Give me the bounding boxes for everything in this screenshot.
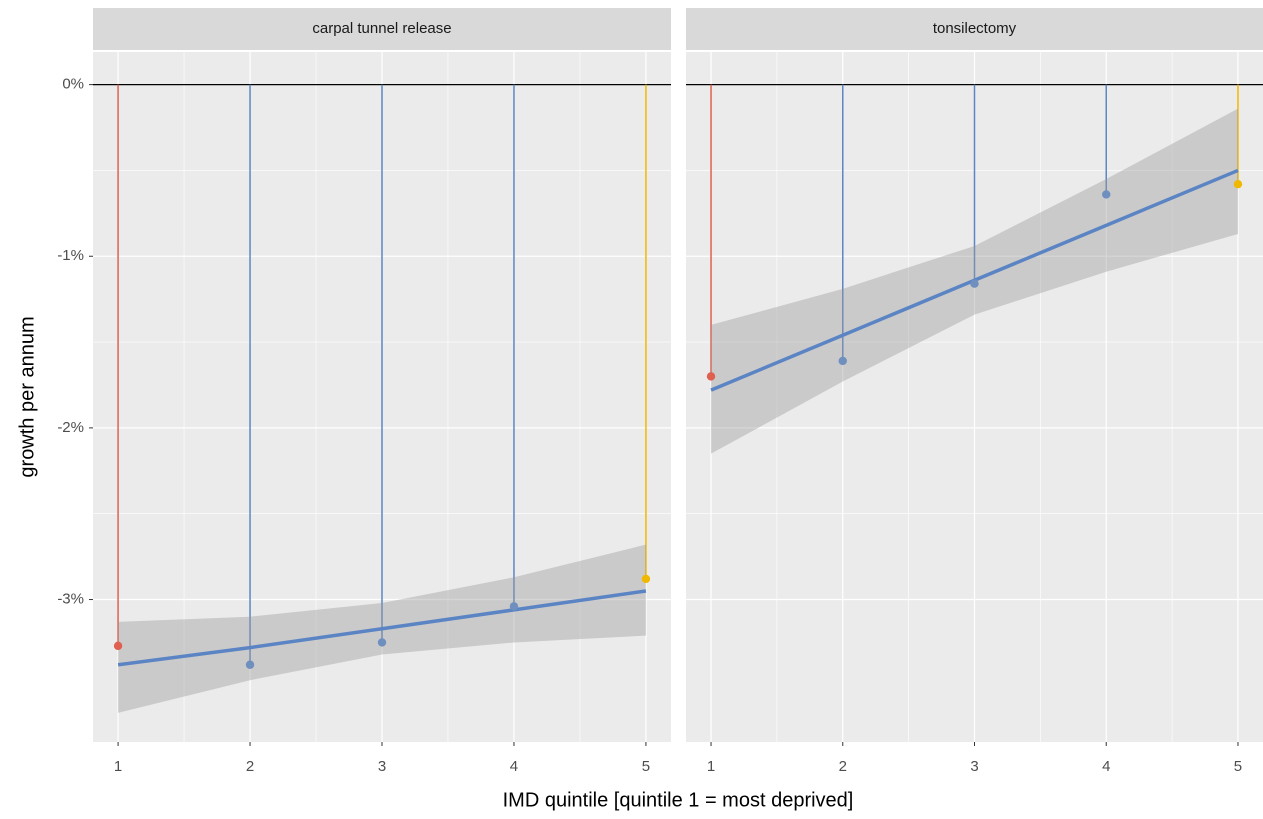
point — [706, 372, 716, 381]
y-tick-label: -3% — [57, 591, 84, 608]
x-tick-label: 4 — [510, 758, 518, 775]
x-tick-label: 5 — [642, 758, 650, 775]
point — [641, 574, 651, 584]
strip-label: tonsilectomy — [933, 20, 1017, 37]
point — [509, 602, 519, 611]
point — [970, 279, 979, 288]
strip-background — [686, 8, 1263, 50]
point — [1102, 190, 1111, 199]
x-tick-label: 1 — [114, 758, 122, 775]
point — [838, 356, 847, 366]
point — [113, 641, 123, 651]
x-tick-label: 1 — [707, 758, 715, 775]
x-tick-label: 5 — [1234, 758, 1242, 775]
y-tick-label: -2% — [57, 419, 84, 436]
x-axis-title: IMD quintile [quintile 1 = most deprived… — [503, 789, 854, 811]
x-tick-label: 2 — [246, 758, 254, 775]
strip-label: carpal tunnel release — [312, 20, 451, 37]
y-axis-title: growth per annum — [16, 316, 38, 477]
point — [377, 638, 387, 647]
x-tick-label: 3 — [970, 758, 978, 775]
x-tick-label: 4 — [1102, 758, 1110, 775]
x-tick-label: 3 — [378, 758, 386, 775]
y-tick-label: -1% — [57, 247, 84, 264]
point — [1233, 179, 1243, 189]
fit-line — [117, 589, 647, 667]
strip-background — [93, 8, 671, 50]
x-tick-label: 2 — [839, 758, 847, 775]
y-tick-label: 0% — [62, 76, 84, 93]
point — [245, 660, 255, 669]
